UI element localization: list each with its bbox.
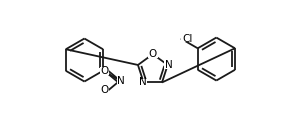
Bar — [117, 77, 125, 84]
Bar — [100, 86, 109, 94]
Text: O: O — [100, 85, 108, 95]
Bar — [138, 79, 147, 86]
Bar — [181, 35, 195, 42]
Bar — [148, 50, 158, 58]
Text: Cl: Cl — [182, 34, 193, 44]
Text: O: O — [149, 49, 157, 59]
Bar — [164, 61, 173, 69]
Text: O: O — [100, 66, 108, 76]
Text: N: N — [165, 60, 173, 70]
Text: N: N — [117, 76, 125, 86]
Bar — [100, 67, 109, 75]
Text: N: N — [139, 77, 146, 87]
